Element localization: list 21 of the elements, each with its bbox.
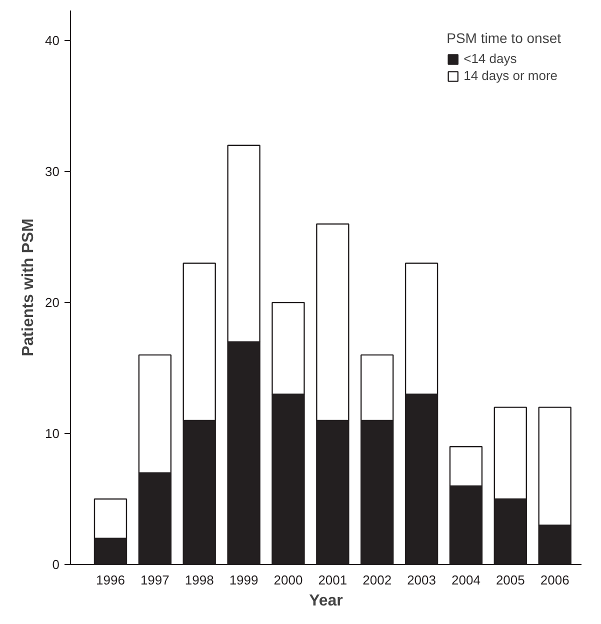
x-tick-label: 2003 [407,572,436,588]
legend-label: <14 days [464,51,517,66]
legend-label: 14 days or more [464,68,558,83]
y-tick-label: 30 [45,164,60,180]
x-axis-title: Year [309,592,343,610]
x-tick-label: 2001 [318,572,348,588]
x-tick-label: 2000 [274,572,303,588]
y-axis-title: Patients with PSM [20,218,38,356]
x-tick-label: 1998 [184,572,214,588]
x-tick-label: 2002 [362,572,392,588]
x-tick-label: 1999 [229,572,258,588]
y-tick-label: 10 [45,426,60,442]
x-tick-label: 2006 [540,572,570,588]
x-tick-label: 2004 [452,572,480,588]
x-tick-label: 2005 [496,572,525,588]
y-tick-label: 20 [45,295,60,310]
y-tick-label: 0 [52,557,60,572]
y-tick-label: 40 [45,33,60,48]
x-tick-label: 1996 [96,572,125,588]
x-tick-label: 1997 [140,572,170,588]
legend-title: PSM time to onset [446,30,561,46]
